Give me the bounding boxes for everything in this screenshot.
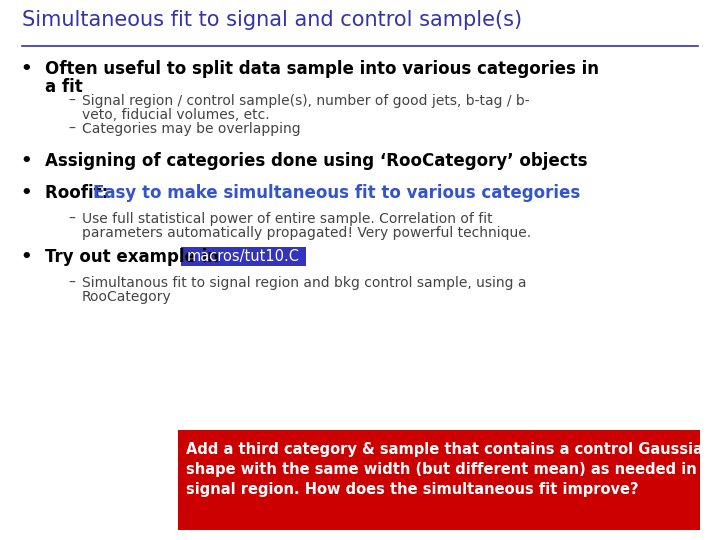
Text: –: – (68, 122, 75, 136)
Text: Easy to make simultaneous fit to various categories: Easy to make simultaneous fit to various… (93, 184, 580, 202)
Text: –: – (68, 212, 75, 226)
Text: Categories may be overlapping: Categories may be overlapping (82, 122, 301, 136)
Text: parameters automatically propagated! Very powerful technique.: parameters automatically propagated! Ver… (82, 226, 531, 240)
Text: •: • (20, 184, 32, 202)
Text: a fit: a fit (45, 78, 83, 96)
FancyBboxPatch shape (178, 430, 700, 530)
Text: Simultaneous fit to signal and control sample(s): Simultaneous fit to signal and control s… (22, 10, 522, 30)
Text: RooCategory: RooCategory (82, 290, 172, 304)
Text: macros/tut10.C: macros/tut10.C (187, 249, 300, 264)
Text: Add a third category & sample that contains a control Gaussian: Add a third category & sample that conta… (186, 442, 714, 457)
Text: •: • (20, 152, 32, 170)
Text: Try out example in: Try out example in (45, 248, 225, 266)
Text: •: • (20, 248, 32, 266)
Text: –: – (68, 276, 75, 290)
Text: –: – (68, 94, 75, 108)
Text: Roofit:: Roofit: (45, 184, 114, 202)
Text: Simultanous fit to signal region and bkg control sample, using a: Simultanous fit to signal region and bkg… (82, 276, 526, 290)
Text: shape with the same width (but different mean) as needed in the: shape with the same width (but different… (186, 462, 720, 477)
Text: Often useful to split data sample into various categories in: Often useful to split data sample into v… (45, 60, 599, 78)
Text: •: • (20, 60, 32, 78)
Text: Use full statistical power of entire sample. Correlation of fit: Use full statistical power of entire sam… (82, 212, 492, 226)
Text: Assigning of categories done using ‘RooCategory’ objects: Assigning of categories done using ‘RooC… (45, 152, 588, 170)
FancyBboxPatch shape (181, 247, 306, 266)
Text: Signal region / control sample(s), number of good jets, b-tag / b-: Signal region / control sample(s), numbe… (82, 94, 530, 108)
Text: signal region. How does the simultaneous fit improve?: signal region. How does the simultaneous… (186, 482, 639, 497)
Text: veto, fiducial volumes, etc.: veto, fiducial volumes, etc. (82, 108, 269, 122)
